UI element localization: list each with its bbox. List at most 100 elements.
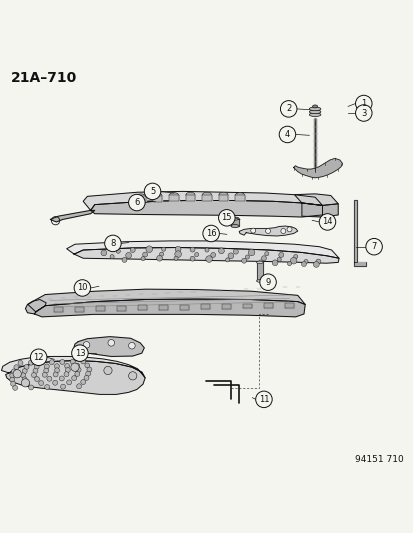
Circle shape (110, 255, 114, 259)
Circle shape (233, 249, 238, 254)
Circle shape (70, 359, 75, 364)
Text: 21A–710: 21A–710 (11, 70, 77, 85)
Circle shape (87, 367, 92, 372)
Polygon shape (6, 361, 145, 394)
Polygon shape (158, 305, 168, 310)
Ellipse shape (312, 105, 317, 108)
Polygon shape (90, 200, 322, 217)
Polygon shape (25, 300, 46, 314)
Circle shape (280, 101, 296, 117)
Circle shape (76, 384, 81, 389)
Ellipse shape (309, 110, 320, 114)
Polygon shape (74, 337, 144, 357)
Circle shape (190, 247, 195, 252)
Ellipse shape (152, 193, 161, 198)
Circle shape (42, 372, 47, 377)
Polygon shape (169, 195, 178, 201)
Circle shape (71, 376, 76, 381)
Circle shape (81, 359, 85, 364)
Polygon shape (353, 262, 365, 265)
Circle shape (202, 225, 219, 242)
Text: 15: 15 (221, 213, 232, 222)
Circle shape (116, 249, 120, 253)
Ellipse shape (256, 280, 263, 282)
Circle shape (365, 238, 382, 255)
Circle shape (144, 183, 160, 200)
Text: 94151 710: 94151 710 (355, 455, 403, 464)
Circle shape (301, 262, 306, 266)
Circle shape (315, 259, 320, 264)
Circle shape (278, 126, 295, 143)
Circle shape (10, 377, 15, 382)
Ellipse shape (230, 217, 239, 220)
Circle shape (12, 369, 17, 374)
Text: 10: 10 (77, 284, 88, 293)
Ellipse shape (309, 107, 320, 111)
Polygon shape (83, 191, 322, 211)
Circle shape (71, 345, 88, 361)
Circle shape (156, 255, 162, 261)
Ellipse shape (136, 194, 145, 199)
Circle shape (248, 249, 254, 256)
Circle shape (194, 253, 198, 256)
Polygon shape (293, 158, 342, 178)
Ellipse shape (202, 192, 211, 197)
Circle shape (122, 257, 127, 262)
Circle shape (293, 255, 297, 259)
Circle shape (173, 256, 178, 260)
Polygon shape (2, 357, 145, 378)
Polygon shape (230, 219, 239, 226)
Circle shape (259, 274, 275, 290)
Circle shape (276, 257, 280, 262)
Text: 1: 1 (360, 99, 366, 108)
Polygon shape (256, 262, 263, 281)
Polygon shape (34, 299, 304, 317)
Circle shape (218, 209, 235, 226)
Circle shape (278, 253, 283, 257)
Circle shape (52, 380, 57, 385)
Circle shape (128, 372, 137, 380)
Circle shape (104, 366, 112, 375)
Circle shape (38, 381, 43, 385)
Text: 7: 7 (370, 242, 376, 251)
Polygon shape (221, 304, 231, 309)
Text: 11: 11 (258, 395, 268, 404)
Circle shape (34, 377, 39, 382)
Circle shape (13, 370, 21, 378)
Text: 6: 6 (134, 198, 139, 207)
Polygon shape (218, 195, 228, 201)
Text: 16: 16 (205, 229, 216, 238)
Circle shape (83, 342, 90, 348)
Circle shape (141, 256, 145, 261)
Polygon shape (136, 196, 145, 203)
Circle shape (101, 250, 107, 256)
Ellipse shape (185, 192, 195, 197)
Polygon shape (50, 211, 95, 222)
Text: 9: 9 (265, 278, 270, 287)
Circle shape (261, 256, 266, 261)
Circle shape (355, 105, 371, 122)
Circle shape (174, 251, 181, 257)
Circle shape (24, 365, 29, 369)
Polygon shape (152, 196, 161, 201)
Ellipse shape (169, 192, 178, 198)
Circle shape (11, 381, 16, 386)
Circle shape (76, 367, 81, 372)
Polygon shape (353, 200, 356, 262)
Circle shape (24, 381, 29, 386)
Circle shape (245, 255, 249, 259)
Circle shape (128, 195, 145, 211)
Polygon shape (239, 226, 297, 236)
Text: 13: 13 (74, 349, 85, 358)
Circle shape (81, 379, 85, 384)
Ellipse shape (230, 224, 239, 228)
Ellipse shape (256, 261, 263, 264)
Circle shape (264, 252, 268, 256)
Polygon shape (74, 306, 84, 311)
Circle shape (290, 257, 296, 264)
Polygon shape (95, 306, 105, 311)
Circle shape (355, 95, 371, 112)
Circle shape (265, 229, 270, 233)
Circle shape (205, 256, 212, 262)
Polygon shape (66, 241, 338, 259)
